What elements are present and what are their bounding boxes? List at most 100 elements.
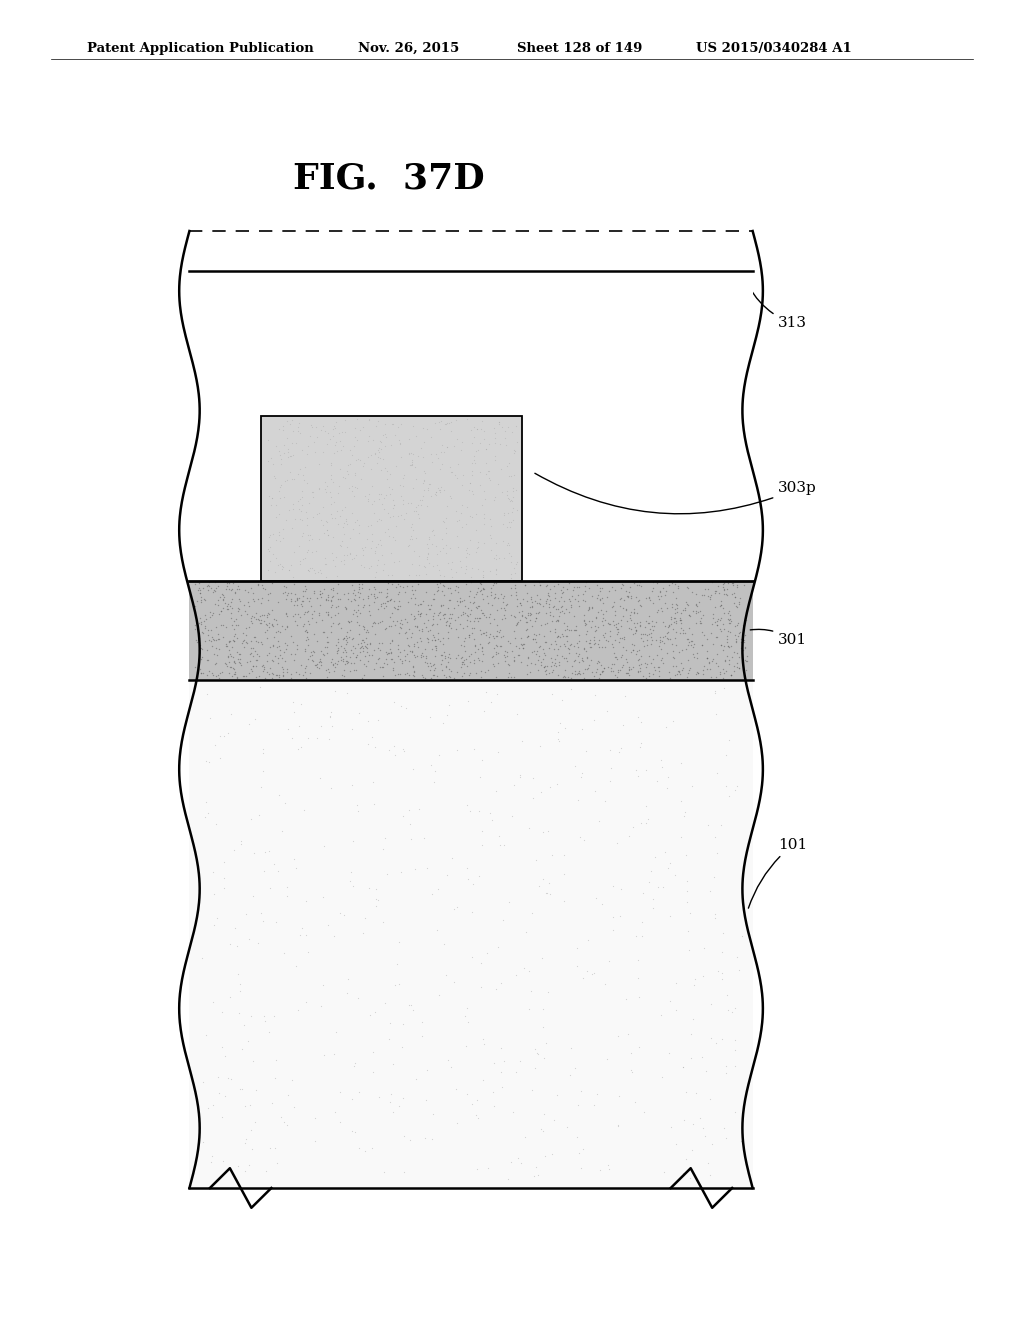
Point bbox=[355, 664, 372, 685]
Point bbox=[584, 964, 600, 985]
Point bbox=[323, 469, 339, 490]
Point bbox=[463, 566, 479, 587]
Point bbox=[387, 424, 403, 445]
Point bbox=[345, 548, 361, 569]
Point bbox=[340, 969, 356, 990]
Point bbox=[601, 950, 617, 972]
Point bbox=[336, 904, 352, 925]
Point bbox=[681, 903, 697, 924]
Point bbox=[672, 623, 688, 644]
Point bbox=[218, 616, 234, 638]
Point bbox=[439, 652, 456, 673]
Point bbox=[620, 663, 636, 684]
Point bbox=[450, 606, 466, 627]
Point bbox=[256, 656, 272, 677]
Point bbox=[223, 656, 240, 677]
Point bbox=[271, 639, 288, 660]
Point bbox=[285, 692, 301, 713]
Point bbox=[613, 578, 630, 599]
Point bbox=[602, 614, 618, 635]
Point bbox=[361, 605, 378, 626]
Point bbox=[689, 595, 706, 616]
Point bbox=[230, 601, 247, 622]
Point bbox=[514, 638, 530, 659]
Point bbox=[439, 578, 456, 599]
Point bbox=[560, 667, 577, 688]
Point bbox=[208, 578, 224, 599]
Point bbox=[486, 587, 503, 609]
Point bbox=[212, 663, 228, 684]
Point bbox=[488, 620, 505, 642]
Point bbox=[356, 484, 373, 506]
Point bbox=[336, 627, 352, 648]
Point bbox=[637, 616, 653, 638]
Point bbox=[348, 647, 365, 668]
Point bbox=[193, 591, 209, 612]
Point bbox=[416, 612, 432, 634]
Point bbox=[325, 527, 341, 548]
Point bbox=[679, 593, 695, 614]
Point bbox=[631, 590, 647, 611]
Point bbox=[202, 708, 218, 729]
Point bbox=[684, 1113, 700, 1134]
Point bbox=[323, 465, 339, 486]
Point bbox=[681, 618, 697, 639]
Point bbox=[420, 620, 436, 642]
Point bbox=[382, 1092, 398, 1113]
Point bbox=[354, 921, 371, 942]
Point bbox=[469, 537, 485, 558]
Point bbox=[562, 597, 579, 618]
Point bbox=[617, 663, 634, 684]
Point bbox=[530, 645, 547, 667]
Point bbox=[390, 645, 407, 667]
Point bbox=[579, 647, 595, 668]
Point bbox=[454, 590, 470, 611]
Point bbox=[436, 642, 453, 663]
Point bbox=[573, 762, 590, 783]
Point bbox=[401, 651, 418, 672]
Point bbox=[255, 911, 271, 932]
Point bbox=[211, 1082, 227, 1104]
Point bbox=[580, 599, 596, 620]
Point bbox=[436, 413, 453, 434]
Point bbox=[308, 541, 325, 562]
Point bbox=[436, 479, 453, 500]
Point bbox=[274, 556, 291, 577]
Point bbox=[680, 920, 696, 941]
Point bbox=[430, 560, 446, 581]
Point bbox=[480, 1158, 497, 1179]
Point bbox=[440, 609, 457, 630]
Point bbox=[300, 560, 316, 581]
Point bbox=[449, 590, 465, 611]
Point bbox=[201, 752, 217, 774]
Point bbox=[683, 635, 699, 656]
Point bbox=[481, 433, 498, 454]
Point bbox=[382, 639, 398, 660]
Point bbox=[264, 615, 281, 636]
Point bbox=[295, 590, 311, 611]
Point bbox=[199, 639, 215, 660]
Point bbox=[329, 653, 345, 675]
Point bbox=[325, 543, 341, 564]
Point bbox=[531, 576, 548, 597]
Point bbox=[659, 857, 676, 878]
Point bbox=[487, 586, 504, 607]
Point bbox=[303, 541, 319, 562]
Point bbox=[333, 645, 349, 667]
Point bbox=[332, 535, 348, 556]
Point bbox=[310, 652, 327, 673]
Point bbox=[233, 1078, 250, 1100]
Point bbox=[639, 653, 655, 675]
Point bbox=[293, 737, 309, 758]
Point bbox=[480, 461, 497, 482]
Point bbox=[241, 928, 257, 949]
Point bbox=[418, 647, 434, 668]
Point bbox=[633, 595, 649, 616]
Point bbox=[555, 626, 571, 647]
Point bbox=[210, 1067, 226, 1088]
Point bbox=[216, 851, 232, 873]
Point bbox=[386, 552, 402, 573]
Point bbox=[425, 665, 441, 686]
Point bbox=[261, 550, 278, 572]
Point bbox=[499, 480, 515, 502]
